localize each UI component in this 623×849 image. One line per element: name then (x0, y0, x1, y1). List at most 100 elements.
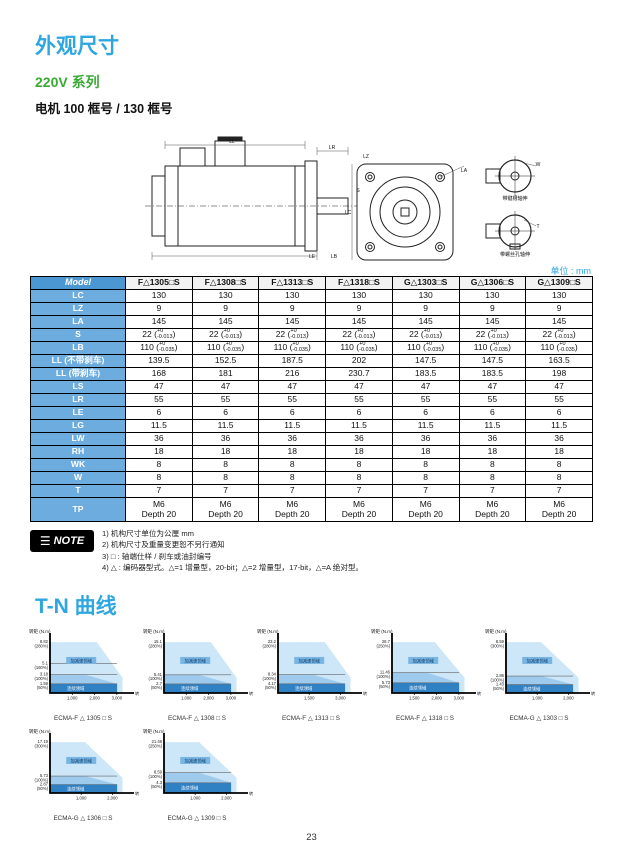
svg-text:1,000: 1,000 (67, 696, 78, 701)
dim-label-LE: LE (309, 254, 316, 260)
dimension-value: 110 (+0 -0.035) (191, 341, 260, 355)
continuous-band (392, 682, 460, 693)
dimension-value: 11.5 (525, 419, 593, 433)
svg-text:5.1: 5.1 (42, 661, 48, 666)
svg-text:1.59: 1.59 (40, 681, 49, 686)
tn-section-title: T-N 曲线 (35, 595, 117, 618)
dimension-value: 18 (258, 445, 327, 459)
table-row: LS 47 47 47 47 47 47 47 (30, 380, 593, 394)
dimension-value: 168 (125, 367, 193, 381)
table-row: LL (带刹车) 168 181 216 230.7 183.5 183.5 198 (30, 367, 593, 381)
dimension-value: 145 (525, 315, 593, 329)
tn-chart-caption: ECMA-G △ 1303 □ S (509, 715, 569, 722)
dimension-value: 22 (+0 -0.013) (191, 328, 260, 342)
tn-chart-caption: ECMA-G △ 1309 □ S (167, 815, 227, 822)
dim-label-T: T (536, 224, 539, 230)
dimension-value: 6 (525, 406, 593, 420)
intermittent-zone-label: 加减速领域 (184, 657, 206, 664)
row-label: LG (30, 419, 126, 433)
intermittent-zone-label: 加减速领域 (70, 757, 92, 764)
y-axis-title: 转矩 (N.m) (29, 628, 51, 635)
dimension-value: 36 (525, 432, 593, 446)
dimension-value: 22 (+0 -0.013) (458, 328, 527, 342)
dimension-value: 130 (258, 289, 327, 303)
dimension-value: 183.5 (391, 367, 460, 381)
svg-text:1,500: 1,500 (304, 696, 315, 701)
svg-text:23.2: 23.2 (268, 639, 277, 644)
svg-text:8.59: 8.59 (496, 639, 505, 644)
dimension-value: M6 Depth 20 (325, 497, 393, 522)
dimension-value: 9 (325, 302, 393, 316)
dimension-value: 55 (458, 393, 527, 407)
dimension-value: 22 (+0 -0.013) (325, 328, 393, 342)
tn-chart-caption: ECMA-G △ 1306 □ S (53, 815, 113, 822)
dimension-value: 145 (325, 315, 393, 329)
y-axis-title: 转矩 (N.m) (371, 628, 393, 635)
dimension-value: 47 (191, 380, 260, 394)
dimension-value: 147.5 (391, 354, 460, 368)
svg-text:8.34: 8.34 (268, 672, 277, 677)
svg-text:1,000: 1,000 (190, 796, 201, 801)
dimension-value: 110 (+0 -0.035) (525, 341, 593, 355)
dimension-value: 6 (125, 406, 193, 420)
dimension-value: 7 (325, 484, 393, 498)
y-axis-title: 转矩 (N.m) (29, 728, 51, 735)
dimension-value: 22 (+0 -0.013) (125, 328, 193, 342)
dim-label-LA: LA (461, 168, 468, 174)
model-column-header: G△1309□S (525, 276, 593, 290)
svg-text:3,000: 3,000 (335, 696, 346, 701)
page-number: 23 (306, 832, 317, 843)
row-label: LS (30, 380, 126, 394)
dimension-value: 8 (391, 471, 460, 485)
table-row: LZ 9 9 9 9 9 9 9 (30, 302, 593, 316)
svg-text:(100%): (100%) (35, 676, 49, 681)
svg-text:(50%): (50%) (37, 786, 49, 791)
dimension-value: 55 (125, 393, 193, 407)
dimension-value: 8 (258, 471, 327, 485)
dimension-value: 47 (525, 380, 593, 394)
svg-text:1.43: 1.43 (496, 682, 505, 687)
row-label: LE (30, 406, 126, 420)
dimension-value: 130 (125, 289, 193, 303)
dimension-value: 22 (+0 -0.013) (525, 328, 593, 342)
note-line: 4) △ : 编码器型式。△=1 增量型，20-bit；△=2 增量型，17-b… (102, 563, 364, 573)
svg-text:(280%): (280%) (149, 643, 163, 648)
dimension-value: 8 (125, 458, 193, 472)
dimension-value: 181 (191, 367, 260, 381)
continuous-zone-label: 连续领域 (67, 685, 85, 692)
dimension-value: 7 (125, 484, 193, 498)
dimension-value: 6 (258, 406, 327, 420)
dimension-value: 55 (525, 393, 593, 407)
dimension-value: 11.5 (191, 419, 260, 433)
intermittent-zone-label: 加减速领域 (70, 657, 92, 664)
dimension-value: 22 (+0 -0.013) (258, 328, 327, 342)
dimension-value: 8 (191, 471, 260, 485)
unit-label: 单位 : mm (550, 266, 592, 276)
dimension-value: 8 (125, 471, 193, 485)
dimension-value: 7 (525, 484, 593, 498)
continuous-zone-label: 连续领域 (295, 685, 313, 692)
tn-chart-caption: ECMA-F △ 1318 □ S (396, 715, 454, 722)
svg-text:17.19: 17.19 (38, 739, 49, 744)
dimension-value: 8 (191, 458, 260, 472)
continuous-band (278, 683, 346, 693)
continuous-zone-label: 连续领域 (181, 784, 199, 791)
dimension-value: 18 (525, 445, 593, 459)
dimension-value: 9 (125, 302, 193, 316)
dimension-value: 8 (525, 471, 593, 485)
dimension-value: 130 (325, 289, 393, 303)
dimension-value: 47 (325, 380, 393, 394)
dimension-value: 55 (191, 393, 260, 407)
svg-text:28.7: 28.7 (382, 639, 391, 644)
svg-text:1,000: 1,000 (532, 696, 543, 701)
dimension-value: 11.5 (391, 419, 460, 433)
svg-text:(50%): (50%) (151, 685, 163, 690)
svg-text:(280%): (280%) (35, 643, 49, 648)
dimension-value: 11.5 (325, 419, 393, 433)
dimension-value: 145 (125, 315, 193, 329)
dimension-value: M6 Depth 20 (391, 497, 460, 522)
dimension-value: 8 (258, 458, 327, 472)
row-label: TP (30, 497, 126, 522)
frame-subtitle: 电机 100 框号 / 130 框号 (35, 102, 173, 116)
